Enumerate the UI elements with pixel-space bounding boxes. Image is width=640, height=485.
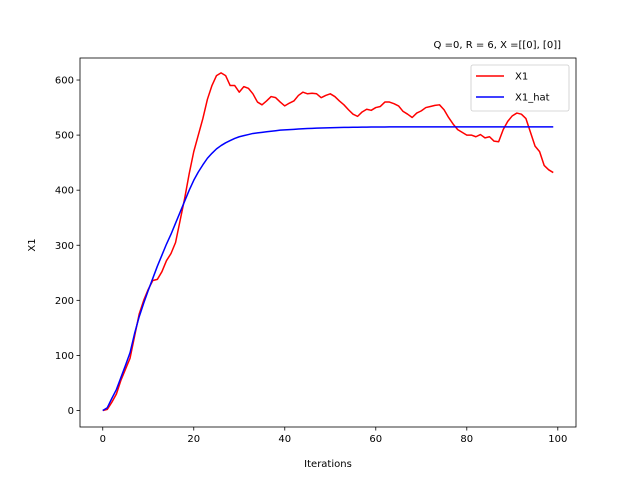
y-tick-label: 300 [55, 241, 74, 252]
y-tick-label: 400 [55, 186, 74, 197]
x-tick-label: 100 [548, 434, 567, 445]
legend-label: X1 [515, 72, 528, 83]
x-tick-label: 60 [369, 434, 382, 445]
chart-title: Q =0, R = 6, X =[[0], [0]] [434, 40, 562, 51]
x-tick-label: 0 [100, 434, 106, 445]
y-axis-label: X1 [27, 238, 38, 251]
y-tick-label: 0 [68, 406, 74, 417]
y-tick-label: 600 [55, 76, 74, 87]
series-line-x1 [102, 72, 554, 412]
axis-ticks: 0 20 40 60 80 100 0 100 200 300 400 500 600 [55, 76, 567, 445]
legend: X1 X1_hat [470, 64, 570, 112]
legend-label: X1_hat [515, 93, 550, 104]
x-tick-label: 20 [187, 434, 200, 445]
series-line-x1-hat [102, 126, 554, 412]
axes-frame [79, 57, 577, 428]
x-axis-label: Iterations [304, 459, 352, 470]
x-tick-label: 80 [460, 434, 473, 445]
y-tick-label: 200 [55, 296, 74, 307]
x-tick-label: 40 [278, 434, 291, 445]
plot-area [79, 57, 577, 428]
y-tick-label: 100 [55, 351, 74, 362]
y-tick-label: 500 [55, 131, 74, 142]
